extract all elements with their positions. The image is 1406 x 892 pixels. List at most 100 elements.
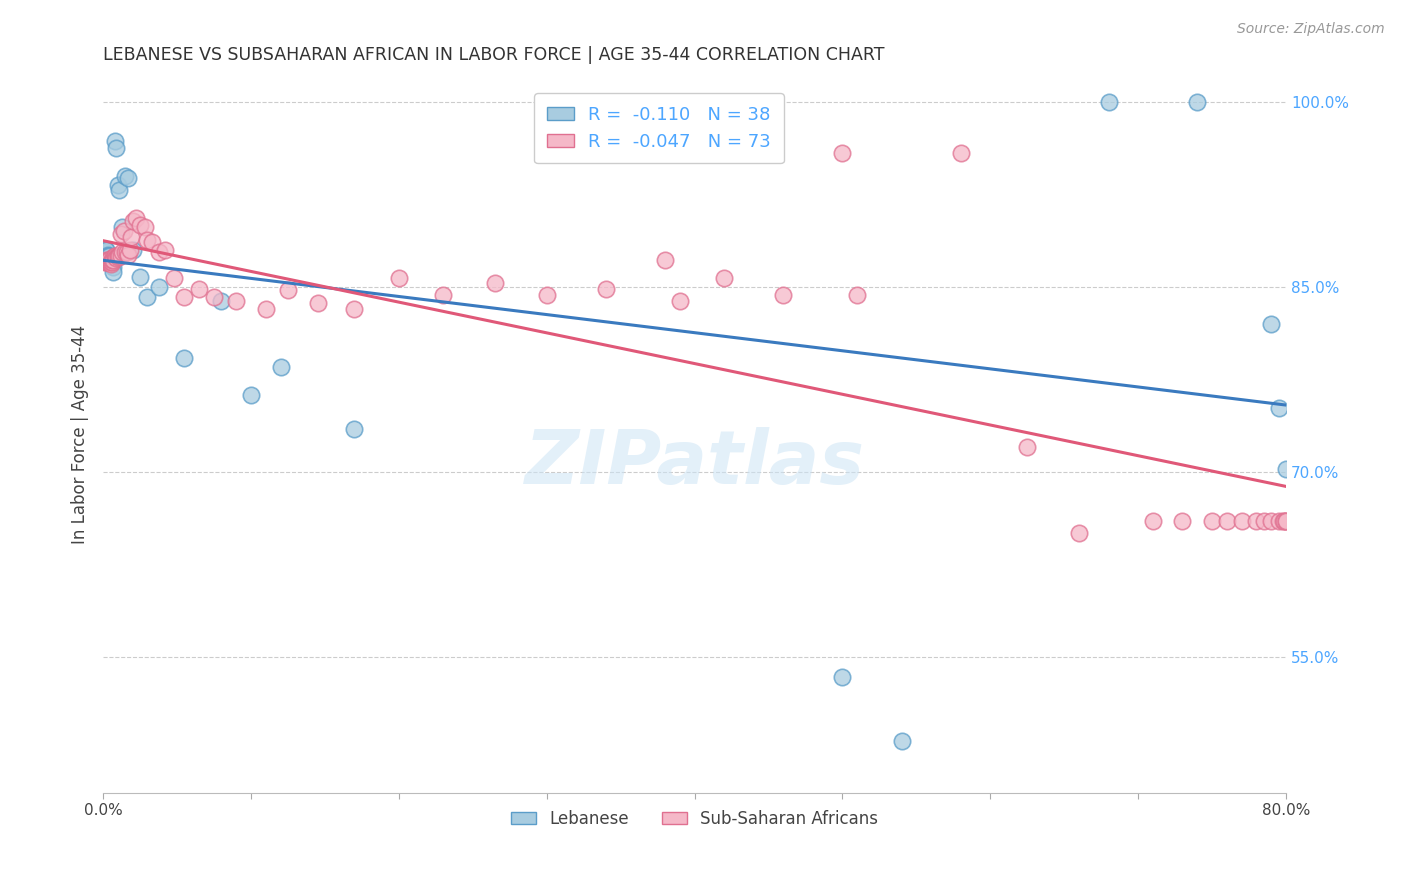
Point: [343, 301, 366, 316]
Point: [173, 351, 195, 366]
Point: [94, 252, 117, 267]
Point: [136, 233, 159, 247]
Point: [94, 243, 117, 257]
Point: [1275, 462, 1298, 476]
Point: [101, 255, 124, 269]
Point: [129, 269, 152, 284]
Point: [1171, 514, 1194, 528]
Y-axis label: In Labor Force | Age 35-44: In Labor Force | Age 35-44: [72, 326, 89, 544]
Point: [846, 288, 869, 302]
Point: [114, 169, 136, 183]
Point: [104, 134, 127, 148]
Point: [118, 243, 141, 257]
Point: [124, 211, 146, 225]
Point: [98, 252, 121, 267]
Point: [100, 255, 122, 269]
Point: [1275, 514, 1298, 528]
Point: [98, 249, 121, 263]
Point: [105, 252, 128, 266]
Point: [1017, 440, 1039, 454]
Point: [98, 252, 121, 267]
Point: [1067, 526, 1090, 541]
Point: [713, 271, 735, 285]
Text: Source: ZipAtlas.com: Source: ZipAtlas.com: [1237, 22, 1385, 37]
Point: [1097, 95, 1119, 109]
Point: [104, 249, 127, 263]
Point: [97, 255, 120, 269]
Point: [1253, 514, 1275, 528]
Text: ZIPatlas: ZIPatlas: [524, 427, 865, 500]
Point: [117, 247, 139, 261]
Point: [1201, 514, 1223, 528]
Point: [173, 289, 195, 303]
Point: [97, 249, 120, 263]
Point: [121, 243, 143, 257]
Point: [114, 245, 136, 260]
Point: [595, 282, 617, 296]
Point: [1187, 95, 1209, 109]
Legend: Lebanese, Sub-Saharan Africans: Lebanese, Sub-Saharan Africans: [505, 803, 884, 834]
Point: [536, 288, 558, 302]
Point: [1267, 401, 1289, 415]
Point: [136, 289, 159, 303]
Point: [110, 227, 132, 241]
Point: [105, 250, 128, 264]
Point: [1274, 514, 1296, 528]
Point: [890, 734, 912, 748]
Point: [120, 230, 142, 244]
Point: [432, 288, 454, 302]
Point: [97, 252, 120, 267]
Point: [202, 289, 225, 303]
Point: [121, 214, 143, 228]
Point: [240, 388, 263, 402]
Point: [155, 243, 177, 257]
Point: [1267, 514, 1289, 528]
Point: [103, 265, 125, 279]
Point: [103, 252, 125, 267]
Point: [103, 260, 125, 274]
Point: [93, 247, 115, 261]
Point: [225, 294, 247, 309]
Point: [1272, 514, 1295, 528]
Point: [772, 288, 794, 302]
Point: [101, 252, 124, 267]
Point: [111, 245, 134, 260]
Point: [129, 218, 152, 232]
Point: [209, 294, 232, 309]
Point: [1260, 317, 1282, 331]
Point: [831, 670, 853, 684]
Point: [1275, 514, 1298, 528]
Point: [100, 257, 122, 271]
Point: [1142, 514, 1164, 528]
Point: [1260, 514, 1282, 528]
Point: [117, 171, 139, 186]
Point: [343, 421, 366, 435]
Point: [388, 271, 411, 285]
Point: [110, 249, 132, 263]
Point: [148, 279, 170, 293]
Point: [307, 295, 329, 310]
Point: [108, 183, 131, 197]
Point: [93, 245, 115, 260]
Point: [484, 276, 506, 290]
Point: [134, 220, 156, 235]
Point: [97, 247, 120, 261]
Point: [103, 250, 125, 264]
Point: [1246, 514, 1268, 528]
Point: [115, 245, 138, 260]
Point: [108, 249, 131, 263]
Point: [141, 235, 163, 250]
Point: [277, 284, 299, 298]
Point: [94, 255, 117, 269]
Point: [668, 294, 690, 309]
Point: [97, 255, 120, 269]
Point: [112, 224, 135, 238]
Point: [831, 146, 853, 161]
Point: [104, 249, 127, 263]
Point: [94, 243, 117, 257]
Point: [101, 255, 124, 269]
Point: [1230, 514, 1253, 528]
Point: [100, 255, 122, 269]
Point: [107, 250, 129, 264]
Point: [111, 220, 134, 235]
